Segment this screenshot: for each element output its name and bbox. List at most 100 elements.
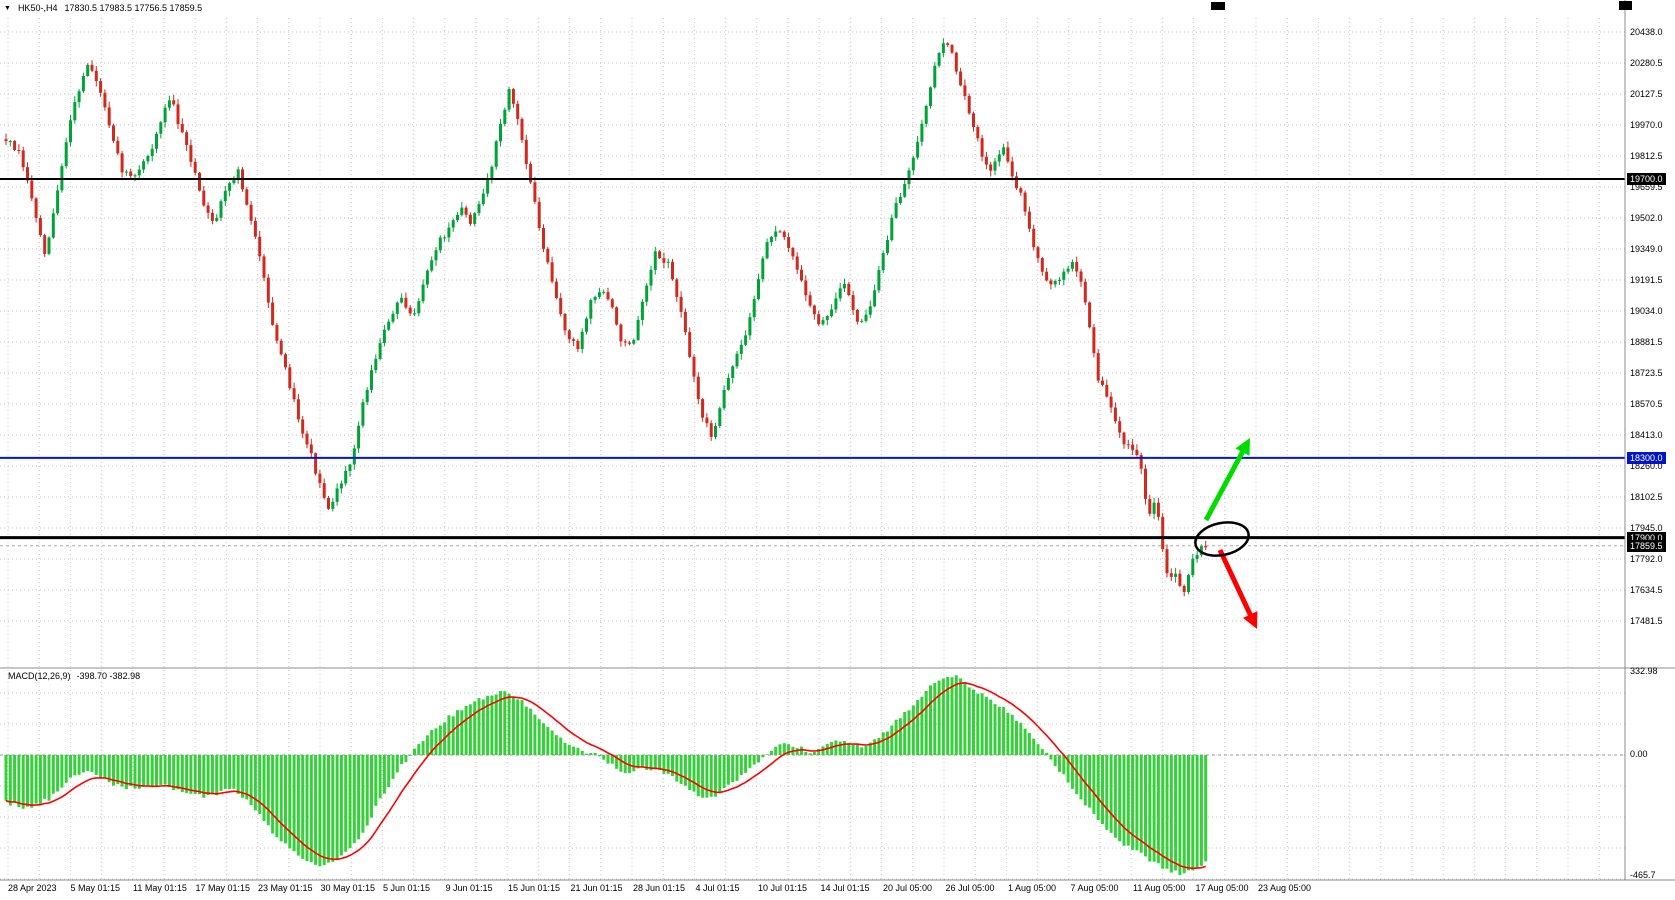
candle-body <box>137 169 141 176</box>
candle-body <box>821 320 825 325</box>
candle-body <box>451 220 455 228</box>
candle-body <box>266 277 270 303</box>
candle-body <box>232 179 236 184</box>
candle-body <box>86 64 90 77</box>
candle-body <box>559 298 563 314</box>
candle-body <box>47 237 51 254</box>
candle-body <box>1010 161 1014 177</box>
candle-body <box>163 107 167 123</box>
time-axis[interactable]: 28 Apr 2023 5 May 01:15 11 May 01:15 17 May… <box>0 883 1675 900</box>
candle-body <box>374 358 378 371</box>
chart-shift-marker[interactable] <box>1211 2 1225 10</box>
candle-body <box>335 488 339 502</box>
candle-body <box>73 102 77 121</box>
candle-body <box>133 175 137 177</box>
candle-body <box>855 309 859 322</box>
candle-body <box>972 113 975 128</box>
candle-body <box>769 236 773 243</box>
candle-body <box>688 332 692 357</box>
candle-body <box>361 402 365 426</box>
candle-body <box>1204 545 1208 548</box>
candle-body <box>1105 384 1109 397</box>
candle-body <box>357 425 361 449</box>
candle-body <box>752 299 756 318</box>
candle-body <box>959 71 963 86</box>
candle-body <box>567 330 571 340</box>
candle-body <box>984 156 988 165</box>
candle-body <box>520 119 524 140</box>
candle-body <box>890 217 894 240</box>
candle-body <box>877 270 881 291</box>
candle-body <box>417 301 421 314</box>
candle-body <box>284 354 287 368</box>
symbol-timeframe-label: HK50-,H4 <box>17 3 58 13</box>
candle-body <box>615 307 619 325</box>
price-tick: 17792.0 <box>1630 554 1663 564</box>
time-label: 9 Jun 01:15 <box>445 883 493 893</box>
bullish-scenario-arrow <box>1203 450 1245 522</box>
candle-body <box>301 419 305 434</box>
time-label: 17 May 01:15 <box>195 883 251 893</box>
candle-body <box>524 139 528 164</box>
time-label: 11 Aug 05:00 <box>1133 883 1186 893</box>
candle-body <box>563 313 567 331</box>
corner-marker <box>1619 1 1632 10</box>
candle-body <box>886 239 889 254</box>
candle-body <box>804 280 808 296</box>
candle-body <box>701 399 705 418</box>
candle-body <box>1148 498 1152 514</box>
candle-body <box>34 198 38 218</box>
price-level-chip: 19700.0 <box>1627 173 1666 186</box>
symbol-dropdown-icon[interactable]: ▼ <box>4 4 11 12</box>
candle-body <box>529 163 533 183</box>
candle-body <box>395 302 399 314</box>
candle-body <box>881 253 885 271</box>
candle-body <box>778 231 782 233</box>
candle-body <box>64 142 68 167</box>
candle-body <box>950 44 954 53</box>
candle-body <box>43 235 47 254</box>
candle-body <box>176 104 180 125</box>
candle-body <box>606 292 610 300</box>
candle-body <box>731 366 735 378</box>
candle-body <box>989 164 993 171</box>
candle-body <box>1169 573 1173 577</box>
candle-body <box>228 183 232 191</box>
time-label: 11 May 01:15 <box>133 883 187 893</box>
candle-body <box>413 313 416 315</box>
candle-body <box>499 124 502 142</box>
candle-body <box>1199 545 1203 555</box>
candle-body <box>107 107 111 126</box>
candle-body <box>1032 228 1036 248</box>
indicator-name: MACD(12,26,9) <box>8 671 71 681</box>
candle-body <box>864 314 868 321</box>
candle-body <box>94 70 98 82</box>
price-tick: 19502.0 <box>1630 213 1663 223</box>
candle-body <box>219 201 223 218</box>
candle-body <box>185 132 189 146</box>
candle-body <box>279 340 283 355</box>
candle-body <box>941 43 945 54</box>
candle-body <box>13 141 17 150</box>
price-axis[interactable]: 20438.0 20280.5 20127.5 19970.0 19812.5 19659… <box>1626 0 1675 880</box>
candle-body <box>808 295 812 306</box>
candle-body <box>1079 271 1083 282</box>
candle-body <box>1101 380 1104 385</box>
candle-body <box>365 389 369 403</box>
candle-body <box>1023 192 1027 212</box>
candle-body <box>206 205 210 213</box>
candle-body <box>425 270 429 285</box>
bearish-scenario-arrow <box>1217 548 1253 616</box>
candle-body <box>843 283 846 289</box>
candle-body <box>1131 444 1135 450</box>
candle-body <box>645 285 649 302</box>
candle-body <box>619 324 623 342</box>
candle-body <box>1075 262 1079 272</box>
candle-body <box>516 103 520 120</box>
candle-body <box>537 201 541 228</box>
candle-body <box>271 302 275 325</box>
candle-body <box>215 217 219 221</box>
candle-body <box>167 100 171 108</box>
